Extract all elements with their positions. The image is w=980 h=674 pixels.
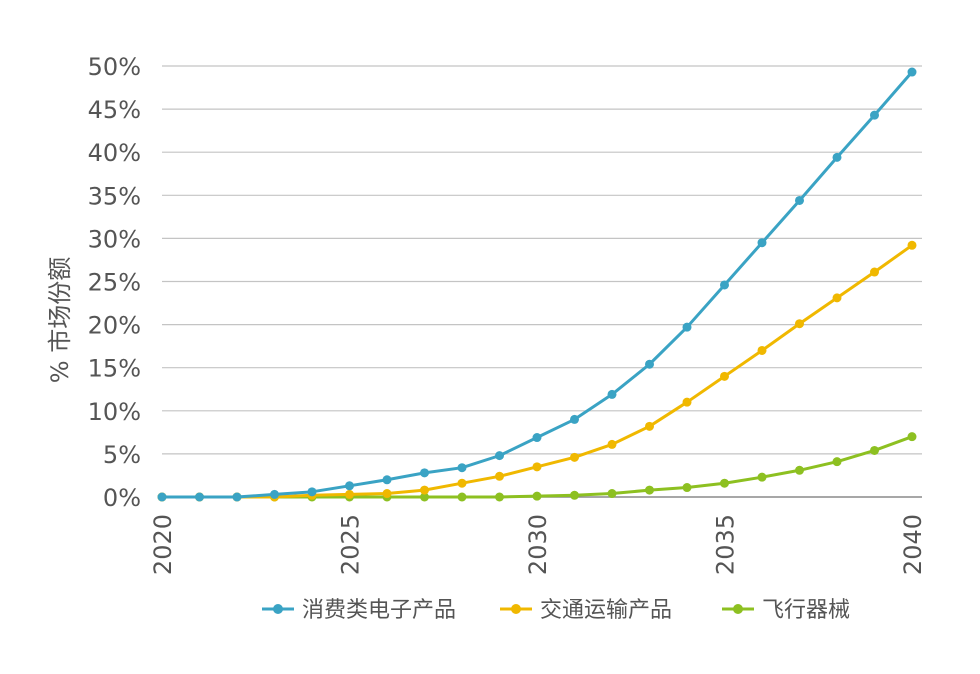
data-point: [907, 67, 917, 77]
y-tick-label: 10%: [88, 398, 141, 426]
data-point: [570, 452, 579, 462]
data-point: [495, 471, 504, 481]
data-point: [907, 240, 917, 250]
data-point: [870, 110, 879, 120]
data-point: [682, 397, 692, 407]
y-tick-label: 5%: [103, 441, 141, 469]
data-point: [420, 468, 429, 478]
data-point: [495, 451, 504, 461]
data-point: [795, 319, 804, 329]
y-tick-labels: 0% 5% 10% 15% 20% 25% 30% 35% 40% 45% 50%: [88, 53, 141, 512]
y-tick-label: 15%: [88, 355, 141, 383]
data-point: [607, 489, 617, 499]
data-point: [532, 462, 542, 472]
data-point: [382, 475, 392, 485]
y-tick-label: 30%: [88, 225, 141, 253]
y-tick-label: 40%: [88, 139, 141, 167]
x-tick-label: 2035: [712, 514, 740, 575]
data-point: [532, 491, 542, 501]
data-point: [457, 463, 467, 473]
data-point: [570, 490, 579, 500]
data-point: [795, 195, 804, 205]
legend-swatch-marker: [511, 604, 521, 614]
data-point: [645, 421, 654, 431]
data-point: [532, 433, 542, 443]
x-tick-label: 2020: [149, 514, 177, 575]
data-point: [307, 487, 317, 497]
grid-layer: [162, 65, 922, 498]
data-point: [757, 345, 767, 355]
x-tick-labels: 2020 2025 2030 2035 2040: [149, 514, 927, 575]
data-point: [270, 489, 279, 499]
x-tick-label: 2030: [524, 514, 552, 575]
legend: 消费类电子产品 交通运输产品 飞行器械: [262, 598, 850, 623]
data-point: [457, 478, 467, 488]
data-point: [382, 489, 392, 499]
data-point: [682, 322, 692, 332]
data-point: [195, 492, 204, 502]
data-point: [682, 483, 692, 493]
data-point: [457, 492, 467, 502]
data-point: [157, 492, 167, 502]
data-point: [832, 293, 842, 303]
data-point: [795, 465, 804, 475]
y-tick-label: 20%: [88, 312, 141, 340]
data-point: [345, 481, 354, 491]
legend-swatch-marker: [733, 604, 743, 614]
legend-label: 飞行器械: [762, 598, 850, 623]
series-line: [162, 244, 913, 499]
data-point: [832, 457, 842, 467]
data-point: [720, 478, 729, 488]
data-point: [345, 489, 354, 499]
data-point: [720, 280, 729, 290]
data-point: [645, 359, 654, 369]
x-tick-label: 2025: [337, 514, 365, 575]
data-point: [870, 267, 879, 277]
data-point: [495, 492, 504, 502]
data-point: [757, 238, 767, 248]
y-axis-label: % 市场份额: [46, 257, 74, 383]
data-point: [607, 439, 617, 449]
data-point: [232, 492, 242, 502]
data-point: [757, 472, 767, 482]
y-tick-label: 0%: [103, 484, 141, 512]
data-point: [720, 371, 729, 381]
data-point: [907, 432, 917, 442]
data-point: [645, 485, 654, 495]
legend-label: 交通运输产品: [540, 598, 672, 623]
data-point: [607, 389, 617, 399]
data-point: [420, 492, 429, 502]
legend-label: 消费类电子产品: [302, 598, 456, 623]
series-layer: [157, 67, 917, 502]
y-tick-label: 35%: [88, 182, 141, 210]
y-tick-label: 45%: [88, 96, 141, 124]
data-point: [832, 152, 842, 162]
data-point: [570, 414, 579, 424]
y-tick-label: 50%: [88, 53, 141, 81]
y-tick-label: 25%: [88, 269, 141, 297]
data-point: [420, 485, 429, 495]
data-point: [870, 445, 879, 455]
x-tick-label: 2040: [899, 514, 927, 575]
legend-swatch-marker: [273, 604, 283, 614]
